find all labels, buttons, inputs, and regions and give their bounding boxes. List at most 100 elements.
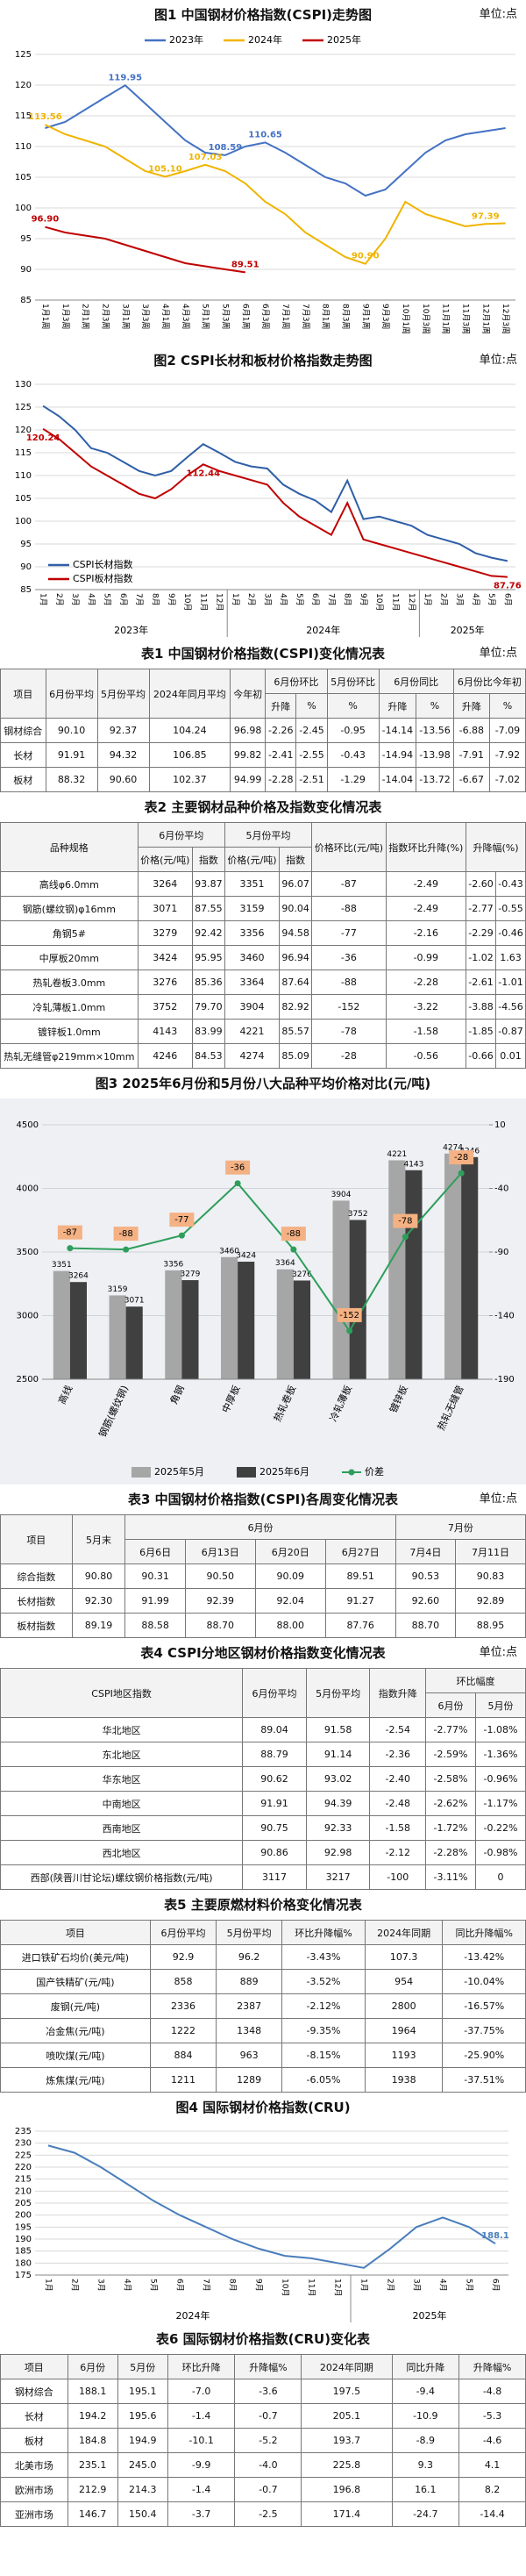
table-cell: -14.4 [458,2501,526,2527]
table-cell: 84.53 [191,1043,225,1069]
table-cell: 102.37 [148,767,231,792]
x-tick-label: 5月 [465,2279,474,2292]
header-cell: 2024年同期 [301,2354,393,2379]
header-cell: 项目 [0,2354,68,2379]
table-row: 长材 194.2 195.6 -1.4 -0.7 205.1 -10.9 -5.3 [0,2403,526,2429]
y-tick-label: 215 [15,2175,32,2185]
value-label: 112.44 [187,469,221,478]
table-cell: 88.70 [184,1613,256,1638]
table-cell: 2387 [216,1993,283,2019]
heading: 表2 主要钢材品种价格及指数变化情况表 [0,792,526,822]
value-label: 3424 [236,1252,256,1261]
table-cell: 92.98 [305,1840,371,1865]
value-label: -77 [174,1215,188,1225]
table-cell: -2.12 [369,1840,426,1865]
value-label: 188.1 [481,2231,509,2241]
header-row: 项目 5月末 6月份 7月份 [0,1514,526,1564]
y-tick-label: 90 [20,562,32,572]
table-cell: 16.1 [391,2477,460,2502]
header-cell: 升降幅(%) [466,822,526,872]
y-tick-label: 4000 [17,1184,39,1194]
table-cell: 3364 [224,970,281,995]
y-tick-label: 105 [15,494,32,504]
table-cell: -2.28% [425,1840,476,1865]
legend-swatch [237,1467,256,1478]
table-cell: 205.1 [301,2403,393,2429]
y-tick-label: 210 [15,2186,32,2196]
table-cell: 106.85 [148,742,231,768]
x-tick-label: 5月 [295,593,304,606]
table-cell: 92.37 [96,718,150,743]
table-cell: -2.16 [385,920,467,946]
table-cell: -7.91 [452,742,490,768]
table-cell: 华东地区 [0,1766,244,1792]
table-cell: 板材 [0,767,46,792]
table-cell: -0.7 [234,2403,302,2429]
x-tick-label: 12月3周 [501,304,510,334]
header-cell: 指数 [279,847,313,872]
line-point [402,1234,409,1241]
title: 图3 2025年6月份和5月份八大品种平均价格对比(元/吨) [95,1076,431,1091]
table-cell: 热轧无缝管φ219mm×10mm [0,1043,139,1069]
table-cell: 板材指数 [0,1613,73,1638]
series-line [45,225,245,274]
table-cell: 西南地区 [0,1815,244,1841]
table-cell: 235.1 [67,2452,118,2478]
title: 表4 CSPI分地区钢材价格指数变化情况表 [140,1645,386,1661]
y-tick-label: 90 [20,265,32,275]
table-cell: 华北地区 [0,1717,244,1742]
chart: 85 90 95 100 105 110 115 120 125 1月1周 1月3周 2月1周 2月3周… [15,33,515,334]
header-cell: 价格(元/吨) [224,847,281,872]
table-cell: 1964 [364,2018,444,2043]
table: 项目 6月份平均 5月份平均 2024年同月平均 今年初 6月份环比 5月份环比 6月份同比 6… [0,669,526,792]
table-cell: 板材 [0,2428,68,2453]
table-cell: -7.92 [488,742,526,768]
table-cell: 214.3 [117,2477,168,2502]
table-row: 长材指数 92.30 91.99 92.39 92.04 91.27 92.60 92.89 [0,1588,526,1614]
table-cell: -1.72% [425,1815,476,1841]
table-cell: 90.31 [124,1563,186,1589]
table-cell: -0.55 [494,896,526,921]
table-cell: 194.2 [67,2403,118,2429]
x-tick-label: 6月3周 [260,304,270,329]
x-tick-label: 9月3周 [380,304,390,329]
header-cell: 项目 [0,1514,73,1564]
table-cell: -2.12% [281,1993,366,2019]
table-cell: -87 [311,871,387,897]
table-row: 板材指数 89.19 88.58 88.70 88.00 87.76 88.70 88.95 [0,1613,526,1638]
header-cell: 6月6日 [124,1539,186,1564]
table-cell: -6.67 [452,767,490,792]
table-cell: 喷吹煤(元/吨) [0,2043,151,2068]
y2-tick-label: -90 [494,1248,508,1257]
table-cell: 99.82 [230,742,267,768]
table-cell: 4246 [137,1043,193,1069]
value-label: 3364 [275,1259,295,1268]
table-cell: -1.17% [474,1791,526,1816]
legend-label: 2024年 [248,33,282,46]
value-label: 119.95 [108,73,142,82]
table-cell: 87.76 [324,1613,396,1638]
value-label: 120.24 [26,433,60,443]
table-cell: 196.8 [301,2477,393,2502]
x-tick-label: 9月 [167,593,176,606]
y2-tick-label: -190 [494,1375,515,1385]
header-cell: 5月份平均 [96,669,150,719]
table-row: 高线φ6.0mm 3264 93.87 3351 96.07 -87 -2.49 -2.60-… [0,871,526,897]
x-tick-label: 4月3周 [181,304,190,329]
table-cell: -2.28 [265,767,297,792]
x-tick-label: 2月 [386,2279,395,2292]
header-row: 项目 6月份平均 5月份平均 2024年同月平均 今年初 6月份环比 5月份环比 6月份同比 6… [0,669,526,719]
x-tick-label: 9月 [359,593,368,606]
table-cell: 钢筋(螺纹钢)φ16mm [0,896,139,921]
header-cell: 5月末 [71,1514,126,1564]
table-row: 钢材综合 188.1 195.1 -7.0 -3.6 197.5 -9.4 -4.8 [0,2379,526,2404]
table-cell: 3356 [224,920,281,946]
table: 项目 5月末 6月份 7月份 6月6日 6月13日 6月20日 6月27日 7月4日 7月11日综… [0,1514,526,1638]
table-row: 角钢5# 3279 92.42 3356 94.58 -77 -2.16 -2.29 -0.46 [0,920,526,946]
value-label: 4221 [387,1150,407,1159]
bar [444,1153,462,1379]
y-tick-label: 85 [20,296,32,305]
x-tick-label: 10月 [281,2279,290,2296]
year-label: 2025年 [413,2309,447,2322]
